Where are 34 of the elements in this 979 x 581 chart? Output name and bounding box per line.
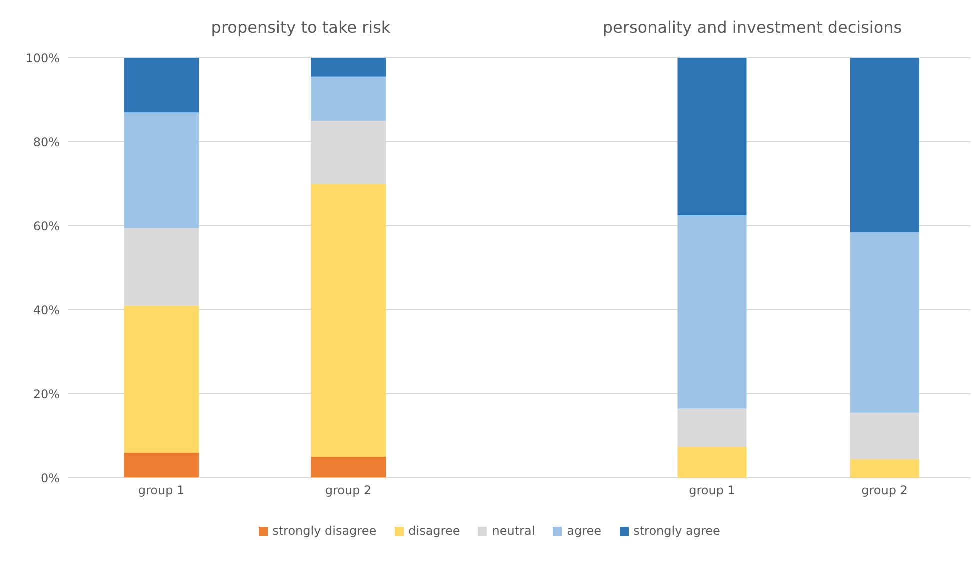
chart-title: personality and investment decisions: [602, 17, 904, 39]
y-tick-label: 40%: [33, 303, 60, 318]
legend-label: agree: [566, 524, 602, 538]
x-tick-label: group 2: [862, 484, 908, 498]
bar: [124, 112, 200, 228]
bar: [311, 58, 386, 77]
bar: [124, 452, 200, 478]
bar: [850, 412, 920, 460]
bar: [124, 306, 200, 453]
bar: [311, 76, 386, 121]
legend-label: neutral: [491, 524, 536, 538]
bar: [850, 232, 920, 413]
chart-title: propensity to take risk: [210, 17, 392, 39]
legend-label: strongly disagree: [272, 524, 377, 538]
y-tick-label: 20%: [33, 387, 60, 402]
bar: [124, 228, 200, 306]
bar: [850, 58, 920, 232]
legend-label: strongly agree: [632, 524, 720, 538]
y-tick-label: 60%: [33, 219, 60, 234]
bar: [124, 58, 200, 113]
y-tick-label: 100%: [26, 51, 60, 66]
bar: [678, 446, 747, 478]
bar: [678, 216, 747, 409]
x-tick-label: group 1: [689, 484, 736, 498]
legend-label: disagree: [408, 524, 460, 538]
y-tick-label: 0%: [40, 471, 60, 486]
bar: [678, 58, 747, 216]
bar: [850, 459, 920, 478]
x-tick-label: group 1: [138, 484, 185, 498]
bar: [311, 457, 386, 478]
bar: [678, 408, 747, 446]
y-tick-label: 80%: [33, 135, 60, 150]
x-tick-label: group 2: [325, 484, 372, 498]
bar: [311, 184, 386, 457]
